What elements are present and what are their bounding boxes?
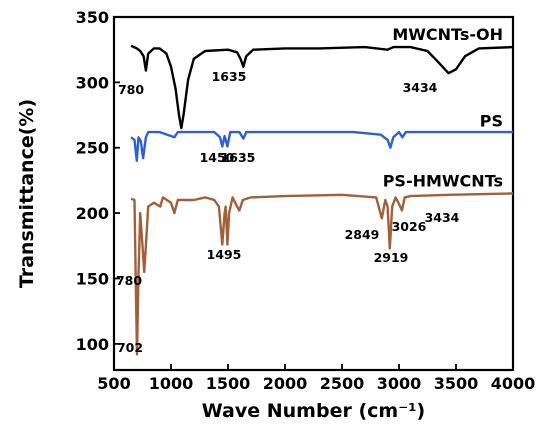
x-axis-title: Wave Number (cm⁻¹) bbox=[202, 400, 425, 422]
y-tick-label: 100 bbox=[76, 335, 109, 354]
series-name-label: PS bbox=[480, 111, 503, 130]
series-name-label: MWCNTs-OH bbox=[392, 25, 503, 44]
peak-label: 1635 bbox=[221, 150, 256, 165]
x-tick-label: 2000 bbox=[263, 374, 308, 393]
axis-layer: 500 1000 1500 2000 2500 3000 3500 4000 100 150 200… bbox=[76, 8, 536, 393]
x-tick-label: 4000 bbox=[491, 374, 536, 393]
label-layer: MWCNTs-OH78016353434PS14501635PS-HMWCNTs… bbox=[116, 25, 503, 355]
x-tick-label: 2500 bbox=[320, 374, 365, 393]
peak-label: 780 bbox=[118, 82, 144, 97]
y-axis-title: Transmittance(%) bbox=[16, 99, 38, 288]
peak-label: 3026 bbox=[392, 219, 427, 234]
y-tick-label: 300 bbox=[76, 73, 109, 92]
peak-label: 1450 bbox=[200, 150, 235, 165]
x-tick-label: 1000 bbox=[149, 374, 194, 393]
series-name-label: PS-HMWCNTs bbox=[383, 172, 503, 191]
y-tick-label: 150 bbox=[76, 269, 109, 288]
x-tick-label: 500 bbox=[97, 374, 130, 393]
x-tick-label: 3000 bbox=[377, 374, 422, 393]
y-tick-label: 350 bbox=[76, 8, 109, 27]
y-tick-label: 200 bbox=[76, 204, 109, 223]
x-tick-label: 3500 bbox=[434, 374, 479, 393]
series-line-ps bbox=[130, 130, 513, 162]
y-tick-label: 250 bbox=[76, 139, 109, 158]
peak-label: 2919 bbox=[374, 250, 409, 265]
peak-label: 2849 bbox=[345, 227, 380, 242]
peak-label: 3434 bbox=[403, 80, 438, 95]
peak-label: 780 bbox=[116, 273, 142, 288]
series-layer bbox=[130, 44, 514, 356]
peak-label: 1495 bbox=[207, 247, 242, 262]
series-line-ps-hmwcnts bbox=[130, 192, 514, 356]
peak-label: 3434 bbox=[425, 210, 460, 225]
x-tick-label: 1500 bbox=[206, 374, 251, 393]
series-line-mwcnts-oh bbox=[130, 44, 514, 130]
peak-label: 1635 bbox=[212, 69, 247, 84]
peak-label: 702 bbox=[117, 340, 143, 355]
